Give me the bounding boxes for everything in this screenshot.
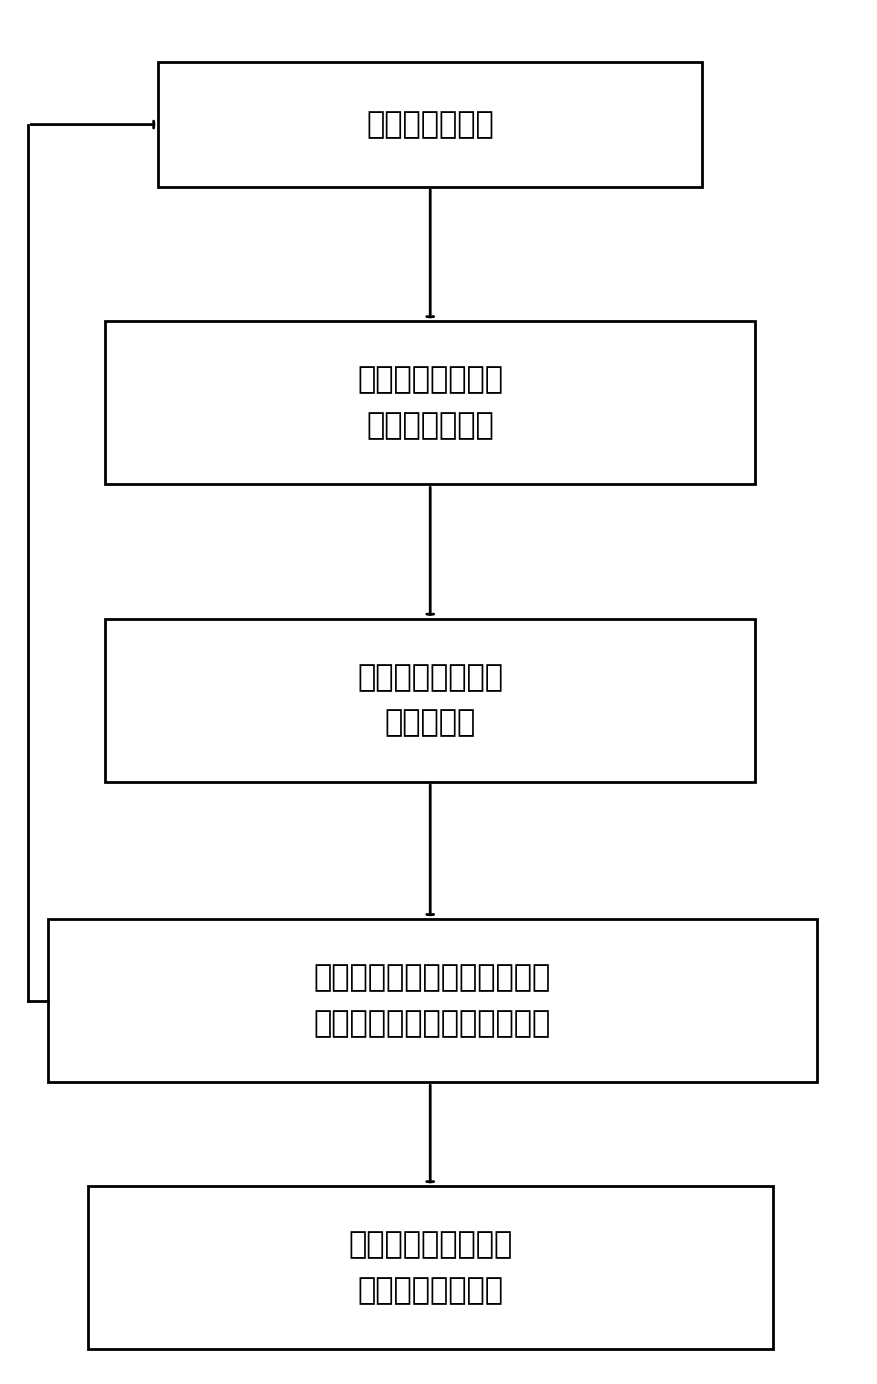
FancyBboxPatch shape [88,1186,772,1349]
Text: 相邻两图像帧之间: 相邻两图像帧之间 [357,365,503,394]
Text: 相机内参标定结果: 相机内参标定结果 [357,1276,503,1305]
FancyBboxPatch shape [105,321,754,484]
Text: 求解相机内参与载体导航信息: 求解相机内参与载体导航信息 [313,1009,551,1038]
Text: 输出载体导航信息与: 输出载体导航信息与 [347,1230,512,1259]
FancyBboxPatch shape [158,62,702,187]
Text: 特征匹配与检测: 特征匹配与检测 [366,411,494,440]
Text: 相邻两图像帧之间: 相邻两图像帧之间 [357,663,503,692]
Text: 采集传感器数据: 采集传感器数据 [366,111,494,138]
Text: 惯性预积分: 惯性预积分 [384,709,475,738]
FancyBboxPatch shape [48,919,816,1082]
FancyBboxPatch shape [105,619,754,782]
Text: 联合视觉、惯性误差优化优化: 联合视觉、惯性误差优化优化 [313,963,551,992]
